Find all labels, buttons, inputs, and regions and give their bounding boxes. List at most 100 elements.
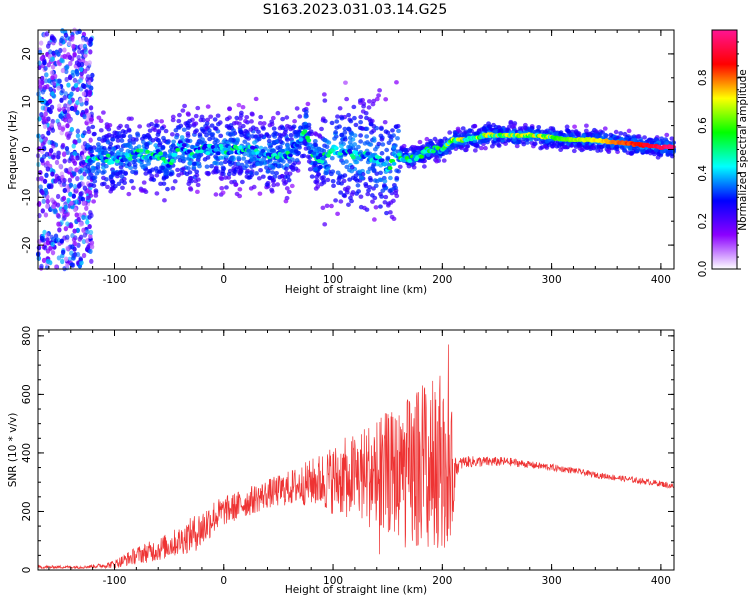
- spectrogram-cell: [292, 119, 297, 124]
- spectrogram-cell: [63, 117, 68, 123]
- spectrogram-cell: [161, 135, 166, 141]
- spectrogram-cell: [357, 98, 363, 103]
- spectrogram-cell: [210, 132, 216, 137]
- spectrogram-cell: [288, 153, 293, 158]
- snr-x-ticks: -100 0 100 200 300 400: [48, 330, 671, 587]
- spectrogram-cell: [43, 212, 49, 218]
- spectrogram-cell: [201, 117, 206, 123]
- spectrogram-cell: [169, 132, 175, 137]
- spectrogram-cell: [236, 102, 242, 108]
- spectrogram-cell: [72, 51, 77, 57]
- spectrogram-cell: [169, 147, 175, 152]
- spectrogram-cell: [82, 83, 87, 90]
- spectrogram-cell: [277, 136, 283, 141]
- spectrogram-cell: [75, 155, 80, 161]
- spectrogram-cell: [165, 186, 170, 192]
- spectrogram-cell: [49, 122, 54, 128]
- spectrogram-cell: [237, 171, 243, 176]
- spectrogram-cell: [619, 145, 625, 150]
- spectrogram-cell: [126, 191, 132, 197]
- spectrogram-cell: [125, 142, 131, 148]
- spectrogram-cell: [145, 149, 150, 154]
- spectrogram-cell: [60, 258, 65, 265]
- spectrogram-cell: [237, 116, 243, 121]
- spectrogram-cell: [564, 133, 570, 138]
- spectrogram-cell: [483, 145, 488, 151]
- spectrogram-cell: [251, 184, 257, 190]
- spectrogram-cell: [439, 138, 445, 144]
- spectrogram-cell: [100, 170, 106, 175]
- spectrogram-cell: [54, 159, 60, 165]
- spectrogram-cell: [156, 128, 162, 134]
- spectrogram-cell: [81, 227, 86, 233]
- spectrogram-cell: [45, 43, 51, 49]
- spectrogram-cell: [559, 141, 565, 147]
- spectrogram-cell: [153, 166, 159, 171]
- spectrogram-cell: [302, 139, 308, 144]
- spectrogram-cell: [78, 256, 83, 262]
- spectrogram-cell: [63, 91, 68, 97]
- spectrogram-cell: [284, 123, 290, 129]
- spectrogram-cell: [56, 221, 61, 227]
- spectrogram-cell: [239, 179, 245, 185]
- spectrogram-cell: [118, 161, 124, 166]
- spectrogram-cell: [115, 138, 121, 143]
- spectrogram-cell: [81, 238, 87, 245]
- spectrogram-cell: [45, 232, 50, 238]
- spectrogram-cell: [42, 60, 47, 66]
- spectrogram-cell: [571, 148, 577, 154]
- spectrogram-cell: [250, 134, 255, 139]
- spectrogram-cell: [140, 164, 146, 170]
- spectrogram-cell: [51, 204, 56, 210]
- spectrogram-cell: [370, 101, 376, 107]
- spectrogram-cell: [194, 128, 199, 133]
- spectrogram-cell: [565, 128, 571, 134]
- spectrogram-cell: [274, 170, 279, 176]
- spectrogram-cell: [86, 175, 92, 180]
- spectrogram-cell: [326, 153, 331, 158]
- spectrogram-cell: [249, 112, 255, 117]
- spectrogram-cell: [360, 126, 365, 131]
- spectrogram-cell: [165, 140, 171, 145]
- spectrogram-cell: [212, 126, 218, 131]
- spectrogram-cell: [395, 136, 400, 141]
- spectrogram-cell: [152, 127, 158, 133]
- snr-panel: -100 0 100 200 300 400 0 200 400 600 800 Height o…: [7, 326, 675, 596]
- spectrogram-cell: [176, 125, 182, 130]
- spectrogram-cell: [605, 144, 611, 149]
- spectrogram-cell: [76, 138, 82, 144]
- spectrogram-cell: [618, 131, 624, 136]
- spectrogram-cell: [359, 175, 365, 181]
- spectrogram-cell: [290, 162, 296, 168]
- spectrogram-cell: [205, 117, 211, 123]
- spectrogram-cell: [341, 193, 347, 198]
- spectrogram-cell: [85, 219, 90, 225]
- spectrogram-cell: [344, 96, 350, 102]
- spectrogram-cell: [92, 178, 98, 184]
- spectrogram-cell: [467, 128, 473, 133]
- spectrogram-cell: [383, 97, 389, 102]
- spectrogram-cell: [670, 144, 676, 149]
- spectrogram-cell: [124, 124, 130, 129]
- spectrogram-cell: [45, 166, 51, 172]
- spectrogram-cell: [255, 161, 260, 167]
- spectrogram-cell: [258, 145, 264, 151]
- spectrogram-cell: [195, 141, 200, 147]
- spectrogram-cell: [64, 65, 70, 71]
- spectrogram-cell: [88, 41, 93, 48]
- spectrogram-cell: [294, 106, 300, 111]
- spectrogram-cell: [77, 236, 82, 242]
- spectrogram-cell: [325, 177, 331, 183]
- spectrogram-cell: [313, 166, 319, 172]
- spectrogram-cell: [163, 153, 169, 159]
- spectrogram-cell: [49, 182, 54, 188]
- spectrogram-cell: [154, 119, 160, 124]
- spectrogram-cell: [135, 133, 141, 138]
- spectrogram-cell: [352, 115, 357, 121]
- spectrogram-cell: [44, 72, 49, 78]
- spectrogram-cell: [45, 203, 50, 209]
- spectrogram-cell: [536, 124, 542, 130]
- spectrogram-cell: [369, 193, 375, 198]
- spectrogram-cell: [195, 155, 201, 160]
- spectrogram-cell: [339, 116, 345, 121]
